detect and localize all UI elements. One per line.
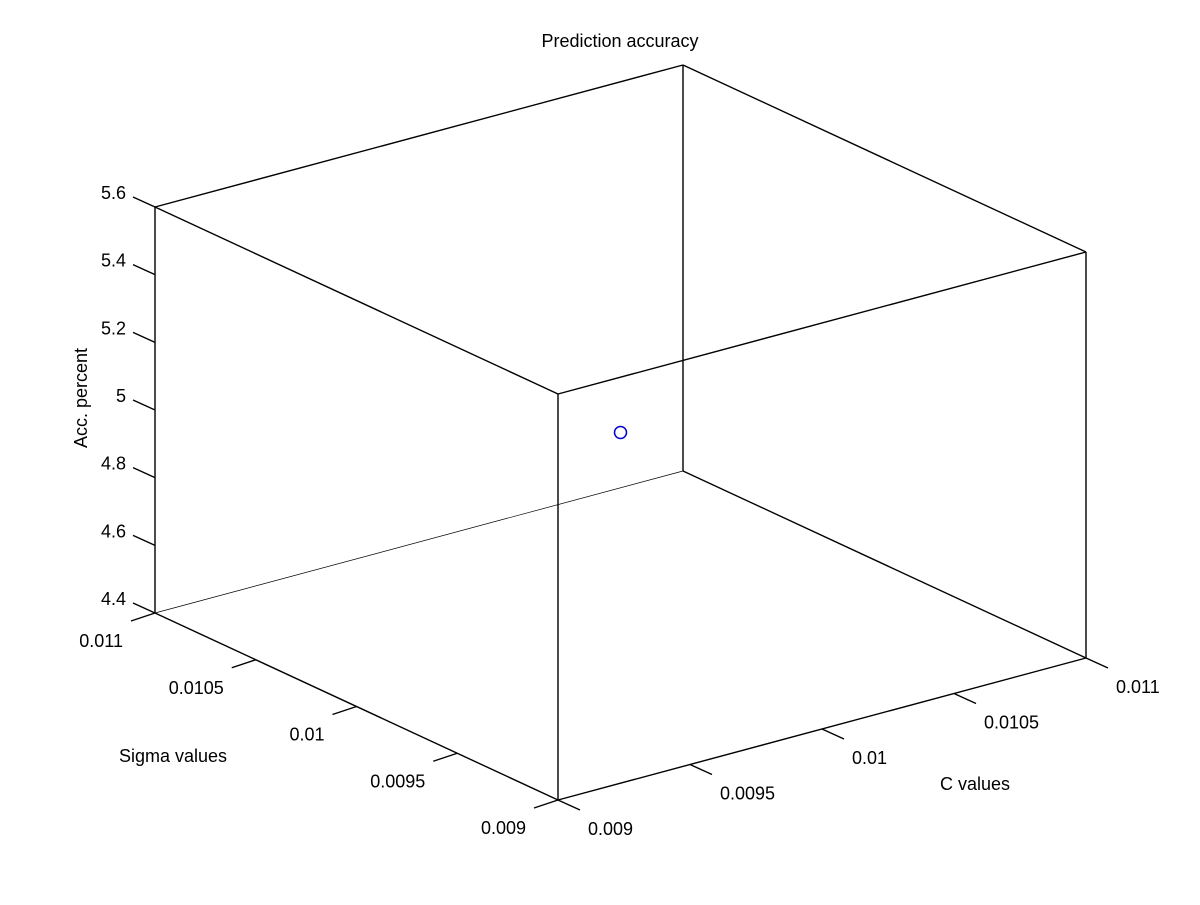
z-tick [132, 196, 156, 208]
x-tick-label: 0.01 [852, 748, 887, 768]
y-tick-label: 0.01 [289, 725, 324, 745]
z-tick [132, 264, 156, 276]
z-tick [132, 399, 156, 411]
x-tick [1085, 657, 1109, 669]
z-tick [132, 331, 156, 343]
y-tick [130, 612, 156, 622]
y-tick [433, 752, 458, 762]
y-tick [231, 659, 256, 669]
z-tick [132, 467, 156, 479]
z-tick [132, 534, 156, 546]
data-point [613, 425, 628, 440]
edge-right-floor [682, 470, 1087, 659]
z-axis-label: Acc. percent [71, 348, 91, 448]
x-tick-label: 0.009 [588, 819, 633, 839]
y-tick-label: 0.011 [79, 631, 123, 651]
x-tick [557, 799, 581, 811]
y-axis-label: Sigma values [119, 746, 227, 766]
z-tick-label: 5.4 [101, 251, 126, 271]
z-tick [132, 602, 156, 614]
z-tick-label: 4.8 [101, 454, 126, 474]
y-tick-label: 0.0095 [370, 771, 425, 791]
tick-labels: 4.4 4.6 4.8 5 5.2 5.4 5.6 0.009 0.0095 0.01 0.0105… [79, 183, 1159, 839]
z-tick-label: 4.6 [101, 521, 126, 541]
z-tick-label: 4.4 [101, 589, 126, 609]
edge-top-front-sigma [154, 206, 559, 395]
x-tick [689, 763, 713, 776]
y-tick-label: 0.0105 [169, 678, 224, 698]
x-tick-label: 0.011 [1116, 677, 1160, 697]
y-tick-label: 0.009 [481, 818, 526, 838]
edge-top-front-c [557, 251, 1087, 395]
x-tick-label: 0.0095 [720, 784, 775, 804]
axis-ticks [130, 196, 1109, 811]
z-tick-label: 5.6 [101, 183, 126, 203]
edge-top-back-c [154, 64, 684, 208]
chart-title: Prediction accuracy [541, 31, 698, 51]
edge-back-floor [154, 470, 684, 614]
box-edges [154, 64, 1087, 801]
x-tick-label: 0.0105 [984, 713, 1039, 733]
x-tick [953, 692, 977, 705]
y-tick [533, 799, 559, 809]
x-axis-label: C values [940, 774, 1010, 794]
x-tick [821, 728, 845, 740]
z-tick-label: 5 [116, 386, 126, 406]
y-tick [332, 705, 357, 716]
z-tick-label: 5.2 [101, 318, 126, 338]
data-points [613, 425, 628, 440]
edge-top-back-sigma [682, 64, 1087, 253]
